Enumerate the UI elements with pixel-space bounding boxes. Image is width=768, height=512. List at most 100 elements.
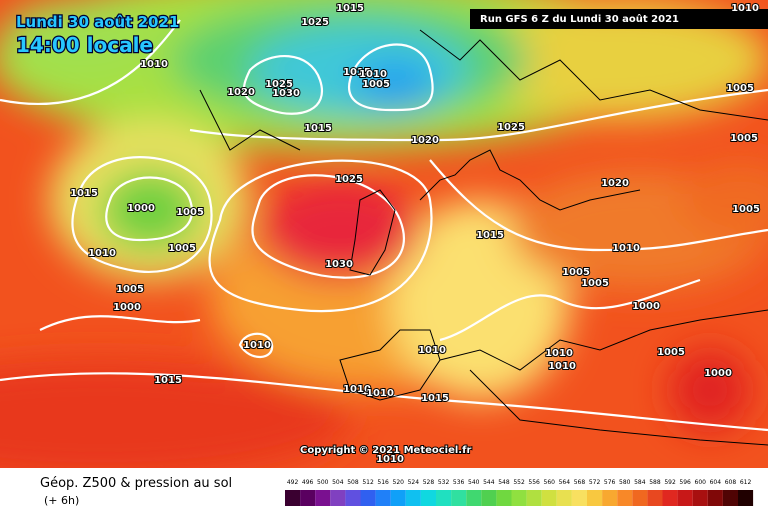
scale-label: 560: [544, 479, 556, 486]
run-info: Run GFS 6 Z du Lundi 30 août 2021: [480, 13, 679, 25]
scale-label: 604: [710, 479, 722, 486]
scale-swatch: [632, 490, 648, 506]
isobar-label: 1025: [497, 122, 525, 133]
isobar-label: 1010: [548, 361, 576, 372]
isobar-label: 1020: [601, 178, 629, 189]
isobar-label: 1010: [243, 340, 271, 351]
isobar-label: 1005: [730, 133, 758, 144]
scale-swatch: [481, 490, 497, 506]
isobar-label: 1010: [140, 59, 168, 70]
scale-label: 596: [679, 479, 691, 486]
scale-swatch: [556, 490, 572, 506]
isobar-label: 1010: [343, 384, 371, 395]
scale-label: 576: [604, 479, 616, 486]
isobar-label: 1010: [376, 454, 404, 465]
scale-swatch: [496, 490, 512, 506]
isobar-label: 1010: [418, 345, 446, 356]
scale-swatch: [662, 490, 678, 506]
forecast-step: (+ 6h): [44, 494, 79, 507]
isobar-label: 1015: [421, 393, 449, 404]
scale-swatch: [285, 490, 301, 506]
scale-label: 588: [649, 479, 661, 486]
isobar-label: 1010: [545, 348, 573, 359]
scale-label: 492: [287, 479, 299, 486]
scale-label: 512: [362, 479, 374, 486]
scale-label: 496: [302, 479, 314, 486]
scale-label: 500: [317, 479, 329, 486]
isobar-label: 1010: [731, 3, 759, 14]
isobar-label: 1005: [362, 79, 390, 90]
scale-swatch: [405, 490, 421, 506]
scale-swatch: [315, 490, 331, 506]
map-time: 14:00 locale: [16, 33, 153, 57]
isobar-label: 1005: [726, 83, 754, 94]
run-box: [470, 9, 768, 29]
scale-label: 544: [483, 479, 495, 486]
scale-label: 568: [574, 479, 586, 486]
isobar-label: 1025: [335, 174, 363, 185]
scale-label: 504: [332, 479, 344, 486]
map-date: Lundi 30 août 2021: [16, 13, 179, 31]
isobar-labels: 1015102510201025103010151010100510101015…: [69, 2, 761, 466]
scale-label: 548: [498, 479, 510, 486]
isobar-label: 1010: [612, 243, 640, 254]
isobar-label: 1020: [411, 135, 439, 146]
scale-label: 520: [393, 479, 405, 486]
isobar-label: 1015: [154, 375, 182, 386]
scale-label: 564: [559, 479, 571, 486]
isobar-label: 1015: [304, 123, 332, 134]
scale-swatch: [345, 490, 361, 506]
isobar-label: 1015: [476, 230, 504, 241]
isobar-label: 1005: [116, 284, 144, 295]
scale-swatch: [436, 490, 452, 506]
scale-label: 552: [513, 479, 525, 486]
isobar-label: 1005: [562, 267, 590, 278]
scale-label: 532: [438, 479, 450, 486]
scale-label: 524: [408, 479, 420, 486]
isobar-label: 1000: [127, 203, 155, 214]
scale-swatch: [451, 490, 467, 506]
isobar-label: 1015: [70, 188, 98, 199]
isobar-label: 1010: [366, 388, 394, 399]
scale-swatch: [541, 490, 557, 506]
scale-label: 580: [619, 479, 631, 486]
isobar-label: 1000: [704, 368, 732, 379]
isobar-label: 1025: [301, 17, 329, 28]
isobar-label: 1025: [265, 79, 293, 90]
scale-swatch: [360, 490, 376, 506]
scale-swatch: [677, 490, 693, 506]
scale-swatch: [571, 490, 587, 506]
scale-swatch: [738, 490, 754, 506]
isobar-label: 1005: [176, 207, 204, 218]
isobar-label: 1030: [272, 88, 300, 99]
isobar-label: 1000: [113, 302, 141, 313]
scale-swatch: [587, 490, 603, 506]
color-scale: 492 496 500 504 508 512 516 520 524 528 532 536 540 5…: [285, 479, 754, 506]
isobar-label: 1010: [359, 69, 387, 80]
scale-swatch: [511, 490, 527, 506]
isobar-label: 1005: [581, 278, 609, 289]
scale-label: 516: [377, 479, 389, 486]
isobar-label: 1005: [168, 243, 196, 254]
isobar-label: 1015: [343, 67, 371, 78]
copyright: Copyright © 2021 Meteociel.fr: [300, 445, 471, 456]
scale-swatch: [420, 490, 436, 506]
scale-swatch: [466, 490, 482, 506]
scale-swatch: [692, 490, 708, 506]
scale-label: 584: [634, 479, 646, 486]
isobar-label: 1020: [227, 87, 255, 98]
scale-label: 528: [423, 479, 435, 486]
scale-swatch: [617, 490, 633, 506]
isobar-label: 1030: [325, 259, 353, 270]
scale-label: 536: [453, 479, 465, 486]
scale-swatch: [375, 490, 391, 506]
legend-title: Géop. Z500 & pression au sol: [40, 476, 232, 491]
scale-swatch: [722, 490, 738, 506]
scale-label: 572: [589, 479, 601, 486]
isobar-label: 1005: [657, 347, 685, 358]
isobar-label: 1005: [732, 204, 760, 215]
isobar-label: 1010: [88, 248, 116, 259]
scale-label: 592: [664, 479, 676, 486]
scale-swatch: [526, 490, 542, 506]
